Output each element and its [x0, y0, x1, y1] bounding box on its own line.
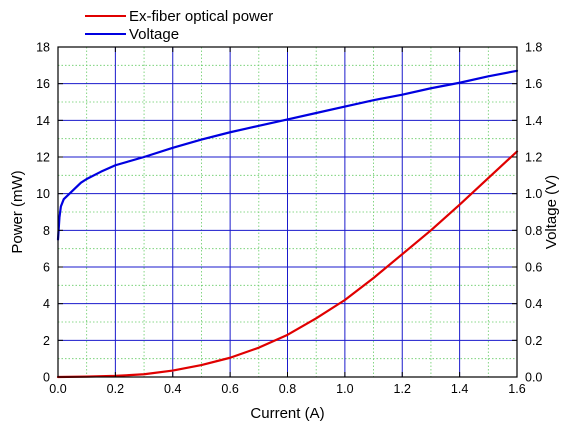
y-axis-title: Power (mW) — [9, 170, 26, 253]
y2-tick-label: 0.4 — [525, 297, 542, 311]
legend-label-voltage: Voltage — [129, 26, 179, 43]
y-tick-label: 10 — [36, 187, 50, 201]
x-tick-label: 1.0 — [336, 382, 353, 396]
y-tick-label: 6 — [43, 261, 50, 275]
y2-tick-label: 0.8 — [525, 224, 542, 238]
y-tick-label: 4 — [43, 297, 50, 311]
y2-tick-label: 0.0 — [525, 371, 542, 385]
y-tick-label: 0 — [43, 371, 50, 385]
minor-grid — [58, 47, 517, 377]
series-line-power — [56, 150, 519, 379]
y2-tick-label: 0.6 — [525, 261, 542, 275]
tick-marks — [57, 46, 518, 378]
x-tick-label: 0.4 — [164, 382, 181, 396]
x-tick-label: 1.6 — [508, 382, 525, 396]
y2-tick-label: 1.4 — [525, 114, 542, 128]
y2-tick-label: 1.2 — [525, 151, 542, 165]
x-tick-label: 0.8 — [279, 382, 296, 396]
x-tick-label: 0.2 — [107, 382, 124, 396]
x-tick-label: 1.4 — [451, 382, 468, 396]
y-tick-label: 18 — [36, 41, 50, 55]
major-grid — [58, 47, 517, 377]
y2-tick-label: 0.2 — [525, 334, 542, 348]
x-axis-title: Current (A) — [250, 405, 324, 422]
series-layer — [56, 69, 519, 379]
y-tick-label: 16 — [36, 77, 50, 91]
y-tick-label: 2 — [43, 334, 50, 348]
series-line-voltage — [56, 69, 519, 241]
x-tick-label: 0.6 — [221, 382, 238, 396]
legend-label-power: Ex-fiber optical power — [129, 8, 273, 25]
y2-tick-label: 1.8 — [525, 41, 542, 55]
y-tick-label: 14 — [36, 114, 50, 128]
y2-axis-title: Voltage (V) — [543, 175, 560, 249]
x-tick-label: 1.2 — [394, 382, 411, 396]
y-tick-label: 8 — [43, 224, 50, 238]
legend: Ex-fiber optical power Voltage — [85, 8, 273, 43]
y2-tick-label: 1.0 — [525, 187, 542, 201]
y2-tick-label: 1.6 — [525, 77, 542, 91]
tick-labels: 0.0 0.2 0.4 0.6 0.8 1.0 1.2 1.4 1.6 0 2 4 6 8 10 12 14 16… — [36, 41, 542, 397]
x-tick-label: 0.0 — [49, 382, 66, 396]
y-tick-label: 12 — [36, 151, 50, 165]
